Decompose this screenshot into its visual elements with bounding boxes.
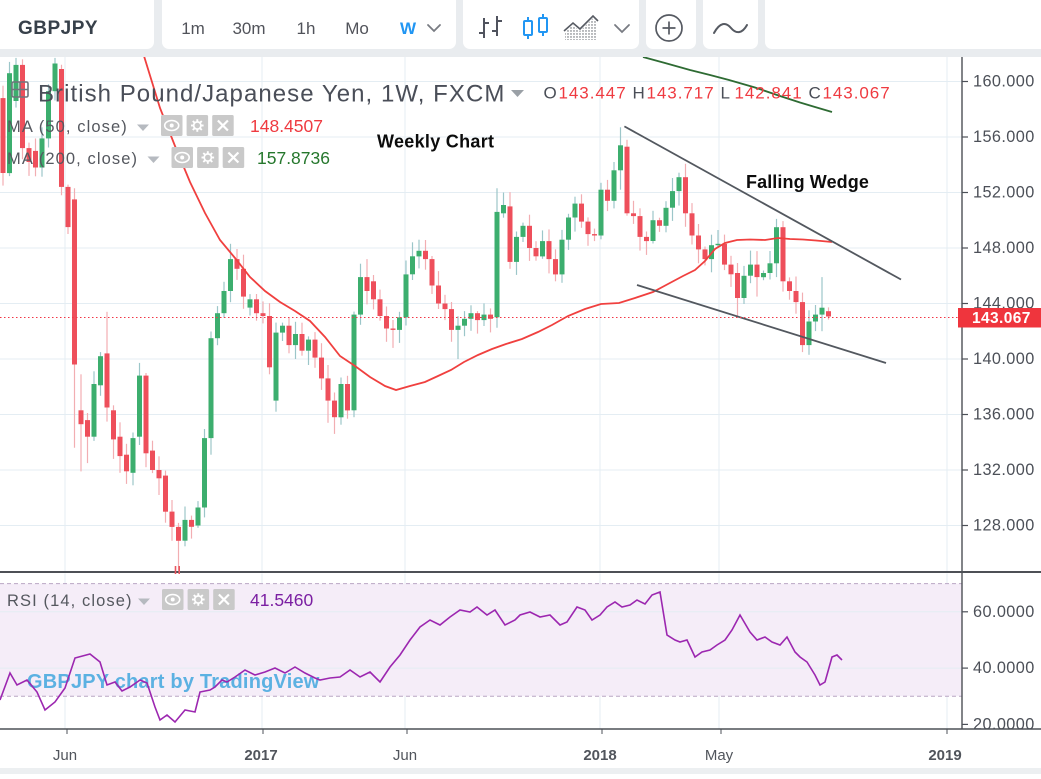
svg-text:Falling Wedge: Falling Wedge bbox=[746, 172, 869, 192]
svg-text:143.067: 143.067 bbox=[972, 310, 1031, 327]
svg-text:20.0000: 20.0000 bbox=[973, 715, 1035, 733]
svg-text:60.0000: 60.0000 bbox=[973, 603, 1035, 621]
svg-text:136.000: 136.000 bbox=[973, 406, 1035, 424]
svg-text:Jun: Jun bbox=[53, 747, 77, 764]
svg-text:148.4507: 148.4507 bbox=[250, 116, 323, 136]
svg-text:L: L bbox=[721, 83, 730, 102]
svg-text:RSI (14, close): RSI (14, close) bbox=[7, 592, 133, 610]
svg-text:GBPJPY chart by TradingView: GBPJPY chart by TradingView bbox=[27, 671, 320, 693]
svg-text:British Pound/Japanese Yen, 1W: British Pound/Japanese Yen, 1W, FXCM bbox=[38, 81, 505, 108]
svg-text:152.000: 152.000 bbox=[973, 184, 1035, 202]
svg-text:1h: 1h bbox=[297, 19, 316, 38]
svg-text:GBPJPY: GBPJPY bbox=[18, 18, 98, 39]
svg-text:143.447: 143.447 bbox=[559, 83, 627, 102]
svg-text:140.000: 140.000 bbox=[973, 350, 1035, 368]
svg-text:143.717: 143.717 bbox=[647, 83, 715, 102]
svg-text:40.0000: 40.0000 bbox=[973, 659, 1035, 677]
svg-text:May: May bbox=[705, 747, 734, 764]
svg-text:148.000: 148.000 bbox=[973, 239, 1035, 257]
svg-text:Mo: Mo bbox=[345, 19, 369, 38]
svg-text:MA (50, close): MA (50, close) bbox=[7, 118, 128, 136]
svg-text:O: O bbox=[544, 83, 557, 102]
svg-text:W: W bbox=[400, 19, 417, 38]
svg-text:30m: 30m bbox=[232, 19, 265, 38]
svg-text:H: H bbox=[633, 83, 645, 102]
svg-text:Weekly Chart: Weekly Chart bbox=[377, 132, 494, 152]
svg-text:MA (200, close): MA (200, close) bbox=[7, 150, 138, 168]
svg-text:156.000: 156.000 bbox=[973, 128, 1035, 146]
svg-text:C: C bbox=[809, 83, 821, 102]
svg-text:132.000: 132.000 bbox=[973, 461, 1035, 479]
svg-text:128.000: 128.000 bbox=[973, 517, 1035, 535]
svg-text:2017: 2017 bbox=[244, 747, 277, 764]
svg-text:Jun: Jun bbox=[393, 747, 417, 764]
svg-text:2019: 2019 bbox=[928, 747, 961, 764]
svg-text:1m: 1m bbox=[181, 19, 205, 38]
svg-text:142.841: 142.841 bbox=[735, 83, 803, 102]
svg-text:2018: 2018 bbox=[583, 747, 616, 764]
svg-text:41.5460: 41.5460 bbox=[250, 590, 314, 610]
svg-text:143.067: 143.067 bbox=[823, 83, 891, 102]
svg-text:160.000: 160.000 bbox=[973, 73, 1035, 91]
svg-text:157.8736: 157.8736 bbox=[257, 148, 330, 168]
